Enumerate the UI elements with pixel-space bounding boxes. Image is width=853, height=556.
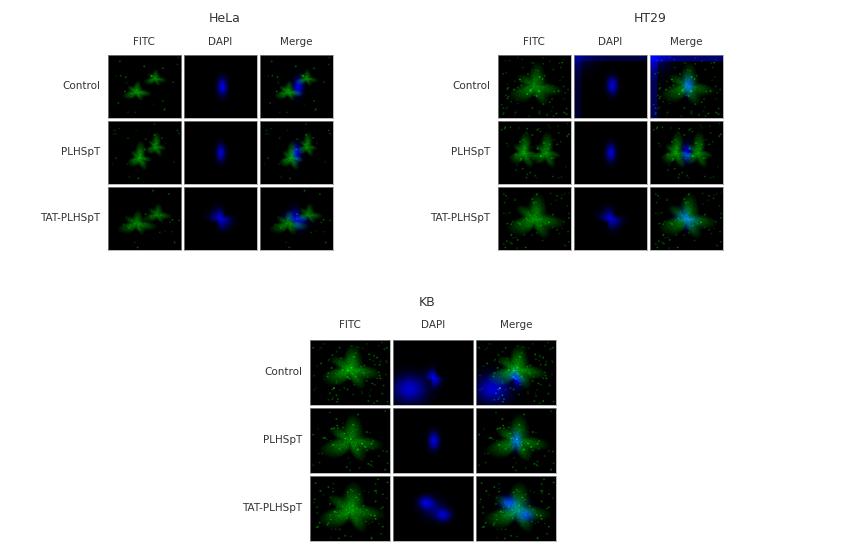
Text: Control: Control [62, 81, 100, 91]
Text: FITC: FITC [522, 37, 544, 47]
Text: Merge: Merge [499, 320, 531, 330]
Text: DAPI: DAPI [207, 37, 232, 47]
Text: Merge: Merge [669, 37, 701, 47]
Text: HT29: HT29 [633, 12, 665, 24]
Text: Merge: Merge [280, 37, 312, 47]
Text: PLHSpT: PLHSpT [450, 147, 490, 157]
Text: HeLa: HeLa [209, 12, 241, 24]
Text: DAPI: DAPI [421, 320, 444, 330]
Text: FITC: FITC [133, 37, 154, 47]
Text: TAT-PLHSpT: TAT-PLHSpT [241, 503, 302, 513]
Text: TAT-PLHSpT: TAT-PLHSpT [40, 213, 100, 223]
Text: DAPI: DAPI [597, 37, 621, 47]
Text: FITC: FITC [339, 320, 361, 330]
Text: KB: KB [418, 296, 435, 310]
Text: PLHSpT: PLHSpT [61, 147, 100, 157]
Text: Control: Control [264, 367, 302, 377]
Text: PLHSpT: PLHSpT [263, 435, 302, 445]
Text: Control: Control [451, 81, 490, 91]
Text: TAT-PLHSpT: TAT-PLHSpT [429, 213, 490, 223]
